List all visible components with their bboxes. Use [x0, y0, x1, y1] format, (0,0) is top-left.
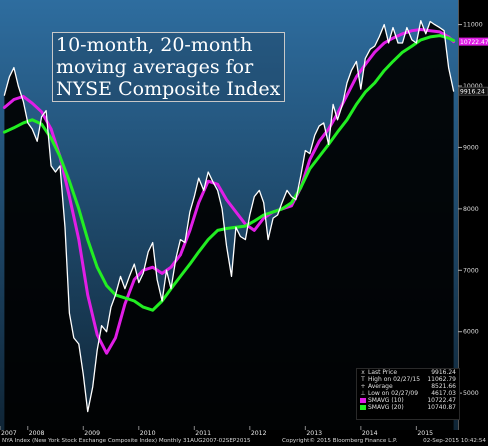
- legend-value: 10740.87: [427, 404, 456, 411]
- x-tick-label: 2007: [1, 430, 17, 437]
- price-line: [3, 20, 455, 413]
- chart-footer: NYA Index (New York Stock Exchange Compo…: [0, 436, 488, 446]
- y-tick-label: 5000: [463, 390, 479, 397]
- footer-timestamp: 02-Sep-2015 10:42:54: [423, 438, 486, 444]
- low-icon: ⊥: [360, 390, 366, 397]
- legend-value: 8521.66: [431, 383, 456, 390]
- legend-label: Average: [368, 383, 393, 390]
- sma20-swatch: [360, 405, 366, 410]
- y-tick-label: 10000: [463, 83, 483, 90]
- footer-copyright: Copyright© 2015 Bloomberg Finance L.P.: [282, 438, 398, 444]
- y-tick-label: 11000: [463, 22, 483, 29]
- average-icon: +: [360, 383, 366, 390]
- last-price-icon: x: [361, 369, 365, 376]
- legend-value: 10722.47: [427, 397, 456, 404]
- legend-label: Low on 02/27/09: [368, 390, 419, 397]
- price-area-fill: [4, 20, 454, 430]
- title-line-1: 10-month, 20-month: [56, 34, 253, 56]
- x-tick-label: 2011: [195, 430, 211, 437]
- value-callout-label: 10722.47: [460, 39, 488, 46]
- chart-title-box: 10-month, 20-month moving averages for N…: [52, 32, 286, 102]
- y-tick-label: 8000: [463, 206, 479, 213]
- value-callout-box: [458, 86, 488, 96]
- x-tick-label: 2015: [417, 430, 433, 437]
- y-tick-label: 6000: [463, 329, 479, 336]
- x-tick-label: 2014: [362, 430, 378, 437]
- x-tick-label: 2009: [84, 430, 100, 437]
- legend-row-low: ⊥ Low on 02/27/09 4617.03: [357, 390, 459, 397]
- legend-value: 11062.79: [427, 376, 456, 383]
- high-icon: T: [361, 376, 365, 383]
- value-callout-label: 9916.24: [460, 88, 485, 95]
- legend-label: SMAVG (10): [368, 397, 404, 404]
- value-callout-box: [459, 37, 488, 46]
- x-tick-label: 2013: [306, 430, 322, 437]
- sma20-line: [2, 34, 456, 312]
- legend-row-sma20: SMAVG (20) 10740.87: [357, 404, 459, 411]
- chart-legend: x Last Price 9916.24 T High on 02/27/15 …: [356, 368, 460, 420]
- legend-row-high: T High on 02/27/15 11062.79: [357, 376, 459, 383]
- title-line-2: moving averages for: [56, 56, 254, 78]
- sma10-line: [2, 28, 456, 355]
- legend-row-last-price: x Last Price 9916.24: [357, 369, 459, 376]
- legend-row-average: + Average 8521.66: [357, 383, 459, 390]
- sma10-swatch: [360, 398, 366, 403]
- y-tick-label: 9000: [463, 144, 479, 151]
- legend-label: Last Price: [368, 369, 398, 376]
- x-tick-label: 2008: [29, 430, 45, 437]
- legend-label: SMAVG (20): [368, 404, 404, 411]
- legend-value: 9916.24: [431, 369, 456, 376]
- x-tick-label: 2010: [140, 430, 156, 437]
- footer-source: NYA Index (New York Stock Exchange Compo…: [2, 438, 251, 444]
- legend-label: High on 02/27/15: [368, 376, 421, 383]
- y-tick-label: 7000: [463, 267, 479, 274]
- legend-value: 4617.03: [431, 390, 456, 397]
- title-line-3: NYSE Composite Index: [56, 78, 281, 100]
- legend-row-sma10: SMAVG (10) 10722.47: [357, 397, 459, 404]
- x-tick-label: 2012: [251, 430, 267, 437]
